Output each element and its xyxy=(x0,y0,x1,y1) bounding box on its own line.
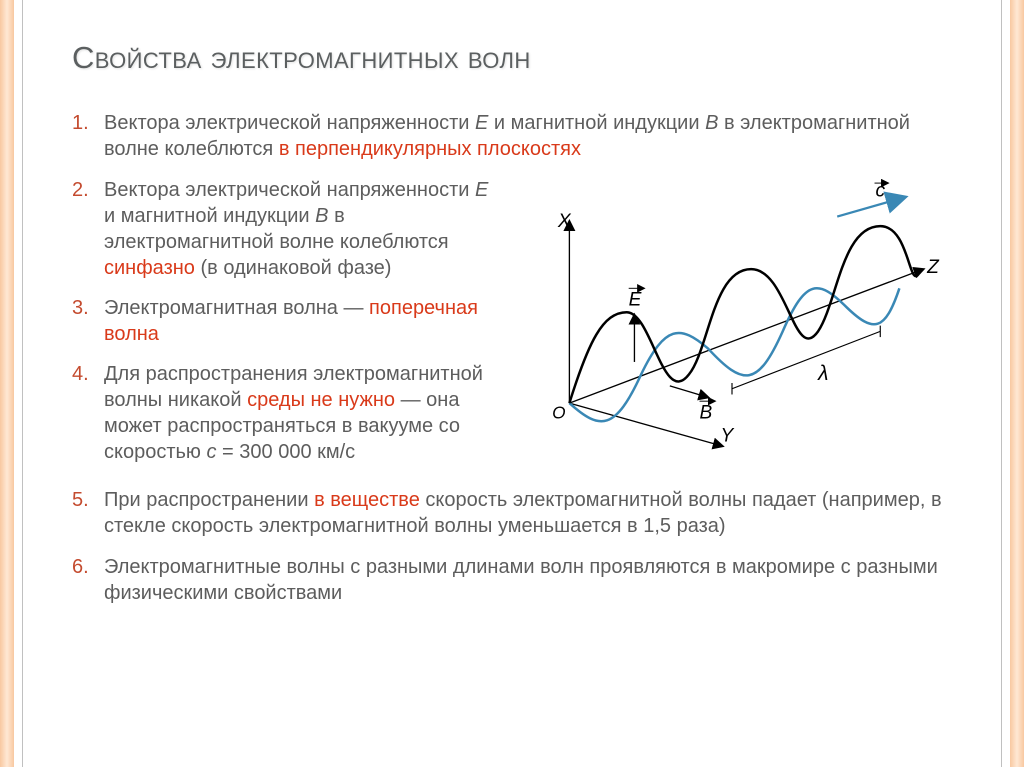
item-1-block: Вектора электрической напряженности E и … xyxy=(72,110,952,163)
text: = 300 000 км/с xyxy=(216,441,355,463)
wave-e xyxy=(569,226,918,403)
mid-row: Вектора электрической напряженности E и … xyxy=(72,177,952,479)
text: Электромагнитные волны с разными длинами… xyxy=(104,556,938,604)
wave-b xyxy=(569,288,899,421)
var-c: c xyxy=(206,441,216,463)
list-item-1: Вектора электрической напряженности E и … xyxy=(72,110,952,163)
list-item-4: Для распространения электромагнитной вол… xyxy=(72,361,502,465)
list-item-2: Вектора электрической напряженности E и … xyxy=(72,177,502,281)
highlight: среды не нужно xyxy=(247,389,395,411)
var-e: E xyxy=(475,179,488,201)
inner-line-right xyxy=(1001,0,1002,767)
text: и магнитной индукции xyxy=(104,205,315,227)
list-item-3: Электромагнитная волна — поперечная волн… xyxy=(72,295,502,347)
slide-title: Свойства электромагнитных волн xyxy=(72,40,952,76)
em-wave-diagram: X Y Z O E B c λ xyxy=(512,177,952,457)
text: Электромагнитная волна — xyxy=(104,297,369,319)
text: (в одинаковой фазе) xyxy=(195,257,392,279)
label-o: O xyxy=(552,402,565,422)
var-b: B xyxy=(705,112,718,134)
slide-content: Свойства электромагнитных волн Вектора э… xyxy=(32,0,992,767)
vec-c-arrow xyxy=(837,197,904,216)
label-y: Y xyxy=(721,425,735,446)
highlight: синфазно xyxy=(104,257,195,279)
diagram-svg: X Y Z O E B c λ xyxy=(512,177,952,457)
label-vec-b: B xyxy=(699,402,712,423)
highlight: в перпендикулярных плоскостях xyxy=(279,138,581,160)
text: При распространении xyxy=(104,489,314,511)
highlight: в веществе xyxy=(314,489,420,511)
text: Вектора электрической напряженности xyxy=(104,179,475,201)
var-e: E xyxy=(475,112,488,134)
vec-b-arrow xyxy=(670,386,708,397)
border-right xyxy=(1010,0,1024,767)
text: и магнитной индукции xyxy=(488,112,705,134)
text: Вектора электрической напряженности xyxy=(104,112,475,134)
bottom-block: При распространении в веществе скорость … xyxy=(72,487,952,607)
border-left xyxy=(0,0,14,767)
mid-text: Вектора электрической напряженности E и … xyxy=(72,177,502,479)
label-lambda: λ xyxy=(817,362,828,385)
label-vec-e: E xyxy=(629,289,642,310)
var-b: B xyxy=(315,205,328,227)
inner-line-left xyxy=(22,0,23,767)
label-vec-c: c xyxy=(875,180,885,201)
lambda-line xyxy=(732,331,880,388)
label-x: X xyxy=(557,211,572,232)
label-z: Z xyxy=(926,257,940,278)
list-item-5: При распространении в веществе скорость … xyxy=(72,487,952,540)
list-item-6: Электромагнитные волны с разными длинами… xyxy=(72,554,952,607)
